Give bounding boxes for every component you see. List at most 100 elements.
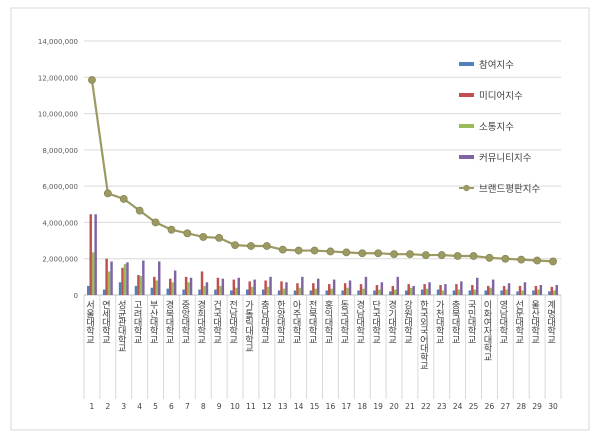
line-point	[485, 253, 494, 262]
legend-swatch	[459, 62, 474, 66]
bar	[460, 281, 463, 295]
bar	[396, 276, 399, 295]
bar	[476, 277, 479, 295]
bar	[341, 290, 344, 295]
bar	[425, 288, 429, 295]
x-axis: 서울대학교 1 연세대학교 2 성균관대학교 3 고려대학교 4 부산대학교 5 경북대학교 6 중앙대…	[83, 299, 558, 411]
x-category-label: 충남대학교	[258, 300, 269, 344]
x-rank-label: 6	[169, 402, 174, 411]
line-point	[278, 245, 287, 254]
bar	[293, 290, 297, 295]
x-rank-label: 4	[137, 402, 142, 411]
legend-swatch	[459, 93, 474, 97]
bar	[378, 289, 381, 295]
line-point	[199, 233, 208, 241]
line-point	[421, 251, 430, 259]
bar	[409, 287, 413, 295]
bar	[357, 290, 360, 295]
bar	[521, 290, 524, 295]
bar	[142, 260, 145, 295]
x-category-label: 강원대학교	[401, 300, 412, 344]
bar	[452, 290, 456, 295]
bar	[312, 283, 315, 295]
bar	[343, 283, 347, 295]
x-rank-label: 26	[485, 402, 495, 411]
x-rank-label: 10	[230, 402, 240, 411]
bar	[407, 284, 410, 295]
bar	[266, 286, 270, 295]
x-category-label: 이화여자대학교	[481, 300, 492, 361]
bar	[516, 291, 519, 295]
bar	[168, 278, 172, 295]
legend-label: 소통지수	[479, 122, 514, 133]
bar	[91, 252, 95, 295]
bar	[394, 289, 397, 295]
line-point	[88, 76, 96, 84]
legend-label: 브랜드평판지수	[479, 184, 540, 195]
bar	[309, 290, 313, 295]
bar	[439, 285, 442, 295]
legend-label: 미디어지수	[479, 91, 523, 102]
bar	[219, 285, 222, 295]
bar	[471, 285, 474, 295]
y-tick-label: 6,000,000	[42, 183, 78, 191]
bar	[94, 214, 97, 295]
bar	[553, 290, 556, 295]
x-rank-label: 30	[548, 402, 558, 411]
line-series	[88, 76, 557, 266]
bar	[539, 285, 543, 295]
bar	[537, 289, 540, 295]
bar	[317, 278, 320, 295]
bar	[173, 270, 177, 295]
bar	[507, 283, 511, 295]
y-tick-label: 10,000,000	[38, 111, 78, 119]
x-category-label: 중앙대학교	[179, 300, 190, 344]
bar	[436, 289, 440, 295]
x-category-label: 충북대학교	[449, 300, 460, 344]
bar	[150, 287, 154, 295]
x-rank-label: 2	[105, 402, 110, 411]
y-tick-label: 14,000,000	[38, 38, 78, 46]
bar	[118, 282, 122, 295]
bar	[364, 276, 368, 295]
bar	[248, 281, 251, 295]
legend-swatch	[459, 155, 474, 159]
legend-swatch	[459, 124, 474, 128]
bar	[412, 285, 415, 295]
line-point	[469, 252, 478, 260]
bar	[282, 288, 286, 295]
line-point	[517, 255, 526, 264]
bar	[200, 271, 204, 295]
bar	[110, 261, 113, 295]
line-point	[183, 229, 192, 238]
bar	[250, 286, 254, 295]
x-rank-label: 24	[453, 402, 463, 411]
bar	[187, 282, 190, 295]
bar	[155, 280, 159, 295]
bar	[89, 214, 92, 295]
x-rank-label: 27	[501, 402, 511, 411]
y-axis: 14,000,000 12,000,000 10,000,000 8,000,000 6…	[38, 38, 78, 300]
x-rank-label: 18	[357, 402, 367, 411]
bar	[280, 281, 283, 295]
line-point	[342, 248, 351, 257]
bar	[550, 286, 554, 295]
bar	[455, 284, 458, 295]
x-category-label: 계명대학교	[545, 299, 556, 343]
x-rank-label: 29	[532, 402, 542, 411]
x-category-label: 홍익대학교	[322, 299, 333, 343]
line-point	[151, 218, 160, 227]
chart-border	[10, 7, 590, 431]
gridlines	[83, 40, 562, 399]
line-point	[167, 225, 176, 234]
bar	[362, 288, 365, 295]
bar	[269, 276, 272, 295]
bar	[253, 279, 256, 295]
bar	[189, 277, 193, 295]
bar	[285, 282, 288, 295]
bar	[298, 287, 302, 295]
legend-label: 커뮤니티지수	[479, 153, 532, 164]
bar	[389, 291, 392, 295]
bar	[330, 288, 333, 295]
